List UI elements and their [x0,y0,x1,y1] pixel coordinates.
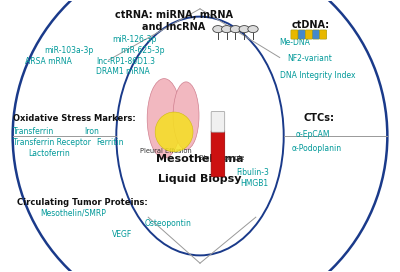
Text: ARSA mRNA: ARSA mRNA [25,57,72,66]
Text: miR-103a-3p: miR-103a-3p [44,46,94,55]
Text: NF2-variant: NF2-variant [288,54,332,63]
Text: lnc-RP1-86D1.3: lnc-RP1-86D1.3 [96,57,155,66]
Circle shape [222,26,232,33]
FancyBboxPatch shape [320,30,327,39]
Circle shape [239,26,250,33]
Text: Ferritin: Ferritin [96,138,124,147]
Ellipse shape [147,79,181,158]
Text: CTCs:: CTCs: [304,113,335,123]
Circle shape [230,26,241,33]
FancyBboxPatch shape [291,30,298,39]
FancyBboxPatch shape [298,30,305,39]
Text: ctDNA:: ctDNA: [292,20,330,30]
Text: Transferrin Receptor: Transferrin Receptor [13,138,90,147]
Text: miR-126-3p: miR-126-3p [112,35,157,44]
Text: Pleural Effusion: Pleural Effusion [140,148,192,154]
Text: Osteopontin: Osteopontin [144,220,191,228]
Text: Oxidative Stress Markers:: Oxidative Stress Markers: [13,114,136,123]
Text: Transferrin: Transferrin [13,128,54,137]
Text: α-Podoplanin: α-Podoplanin [292,144,342,153]
FancyBboxPatch shape [312,30,320,39]
Text: DNA Integrity Index: DNA Integrity Index [280,71,355,80]
Text: DRAM1 mRNA: DRAM1 mRNA [96,67,150,76]
FancyBboxPatch shape [211,112,225,132]
Circle shape [248,26,258,33]
Ellipse shape [173,82,199,150]
Text: miR-625-3p: miR-625-3p [120,46,165,55]
Text: Liquid Biopsy: Liquid Biopsy [158,174,242,184]
Text: Iron: Iron [84,128,99,137]
FancyBboxPatch shape [305,30,312,39]
Text: Me-DNA: Me-DNA [280,38,310,47]
Text: Lactoferrin: Lactoferrin [28,149,70,158]
Text: Mesothelin/SMRP: Mesothelin/SMRP [40,209,106,218]
Text: ctRNA: miRNA, mRNA
and lncRNA: ctRNA: miRNA, mRNA and lncRNA [115,10,233,32]
Text: Mesothelioma: Mesothelioma [156,154,244,164]
FancyBboxPatch shape [211,131,225,177]
Text: Fibulin-3: Fibulin-3 [236,168,269,177]
Circle shape [213,26,223,33]
Ellipse shape [155,112,193,152]
Text: HMGB1: HMGB1 [240,179,268,188]
Text: α-EpCAM: α-EpCAM [296,130,330,139]
Text: VEGF: VEGF [112,230,132,239]
Text: Circulating Tumor Proteins:: Circulating Tumor Proteins: [17,198,147,207]
Text: Blood sample: Blood sample [199,155,245,161]
